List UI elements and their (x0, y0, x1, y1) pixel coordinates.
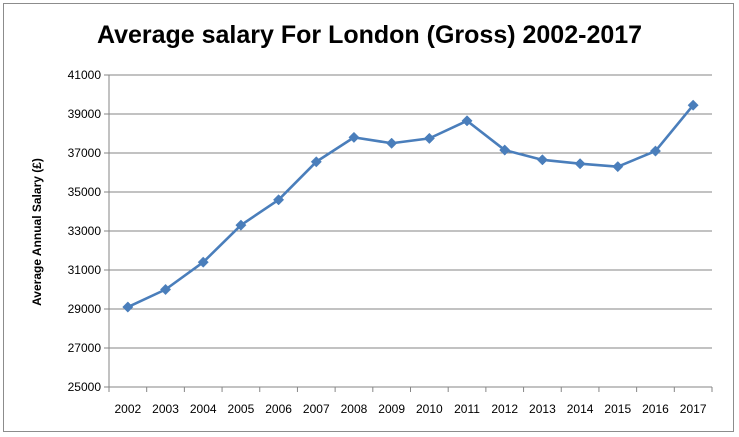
data-point-marker (423, 132, 435, 144)
data-point-marker (235, 219, 247, 231)
x-tick-label: 2006 (265, 402, 292, 416)
data-point-marker (310, 156, 322, 168)
x-tick-label: 2002 (114, 402, 141, 416)
data-point-marker (574, 158, 586, 170)
data-point-marker (122, 301, 134, 313)
y-tick-label: 31000 (68, 263, 102, 277)
y-tick-label: 27000 (68, 341, 102, 355)
x-tick-label: 2013 (529, 402, 556, 416)
chart-title: Average salary For London (Gross) 2002-2… (96, 21, 643, 49)
data-point-marker (536, 154, 548, 166)
data-point-marker (687, 99, 699, 111)
data-point-marker (649, 145, 662, 157)
y-tick-label: 35000 (68, 185, 102, 199)
data-point-marker (612, 161, 624, 173)
x-tick-label: 2017 (680, 402, 707, 416)
x-tick-label: 2015 (604, 402, 631, 416)
x-tick-label: 2012 (491, 402, 518, 416)
series-line (127, 104, 695, 309)
x-tick-label: 2011 (454, 402, 480, 416)
x-tick-label: 2005 (228, 402, 255, 416)
x-tick-label: 2004 (190, 402, 217, 416)
x-tick-label: 2008 (341, 402, 368, 416)
data-point-marker (197, 256, 209, 268)
data-point-marker (159, 283, 172, 296)
y-tick-label: 37000 (68, 146, 102, 160)
x-tick-label: 2009 (378, 402, 405, 416)
x-tick-label: 2007 (303, 402, 330, 416)
data-point-marker (386, 137, 398, 149)
y-tick-label: 41000 (68, 68, 102, 82)
y-tick-label: 25000 (68, 380, 102, 394)
data-point-marker (273, 194, 285, 206)
y-tick-label: 29000 (68, 302, 102, 316)
data-point-marker (499, 144, 511, 156)
data-point-marker (348, 131, 360, 143)
data-point-marker (461, 115, 473, 127)
y-tick-label: 33000 (68, 224, 102, 238)
x-tick-label: 2010 (416, 402, 443, 416)
x-tick-label: 2016 (642, 402, 669, 416)
x-tick-label: 2014 (567, 402, 594, 416)
x-tick-label: 2003 (152, 402, 179, 416)
y-tick-label: 39000 (68, 107, 102, 121)
